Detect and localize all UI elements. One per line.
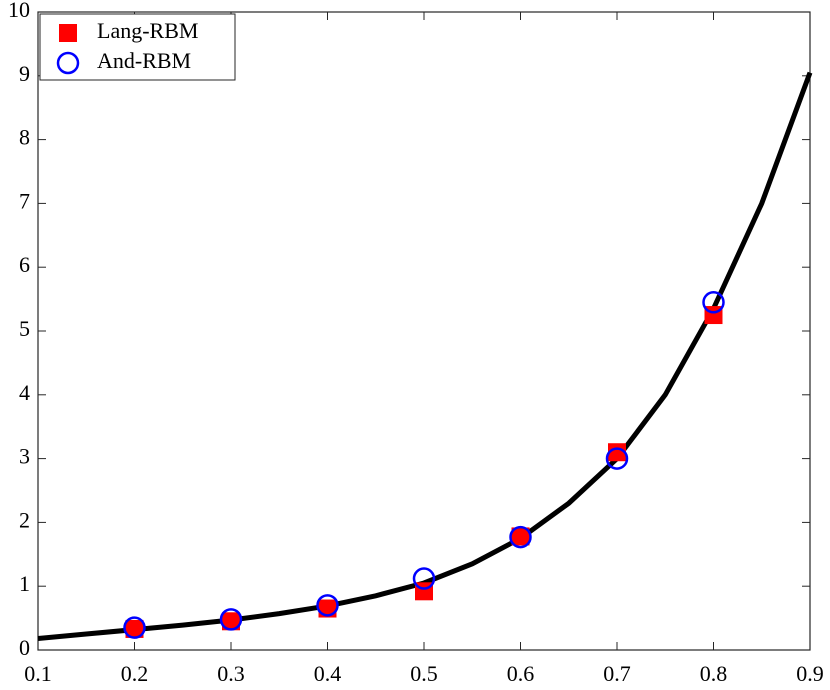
- y-tick-label: 9: [19, 61, 30, 86]
- x-tick-label: 0.2: [121, 661, 149, 686]
- curve: [37, 71, 813, 642]
- x-tick-label: 0.1: [24, 661, 52, 686]
- circle-marker: [219, 608, 243, 631]
- x-tick-label: 0.7: [603, 661, 631, 686]
- square-marker: [608, 443, 626, 462]
- y-tick-label: 0: [19, 635, 30, 660]
- y-tick-label: 8: [19, 125, 30, 150]
- y-tick-label: 3: [19, 444, 30, 469]
- y-tick-label: 1: [19, 571, 30, 596]
- y-tick-label: 7: [19, 188, 30, 213]
- x-tick-label: 0.5: [410, 661, 438, 686]
- legend-label: And-RBM: [97, 48, 191, 73]
- square-marker: [222, 612, 240, 631]
- y-tick-label: 2: [19, 507, 30, 532]
- legend-label: Lang-RBM: [97, 18, 198, 43]
- legend-marker: [56, 51, 80, 75]
- circle-marker: [412, 567, 436, 590]
- circle-marker: [605, 447, 629, 470]
- circle-marker: [702, 291, 725, 314]
- y-tick-label: 4: [19, 380, 30, 405]
- circle-marker: [123, 616, 146, 639]
- y-tick-label: 6: [19, 252, 30, 277]
- circle-marker: [316, 594, 339, 617]
- axes-box: [37, 11, 811, 651]
- x-tick-label: 0.8: [700, 661, 728, 686]
- x-tick-label: 0.9: [796, 661, 824, 686]
- legend-marker: [59, 24, 77, 42]
- x-tick-label: 0.6: [507, 661, 535, 686]
- circle-marker: [509, 525, 532, 549]
- x-tick-label: 0.4: [314, 661, 342, 686]
- y-tick-label: 5: [19, 316, 30, 341]
- square-marker: [511, 527, 530, 546]
- x-tick-label: 0.3: [217, 661, 245, 686]
- y-tick-label: 10: [8, 0, 30, 22]
- square-marker: [125, 619, 144, 638]
